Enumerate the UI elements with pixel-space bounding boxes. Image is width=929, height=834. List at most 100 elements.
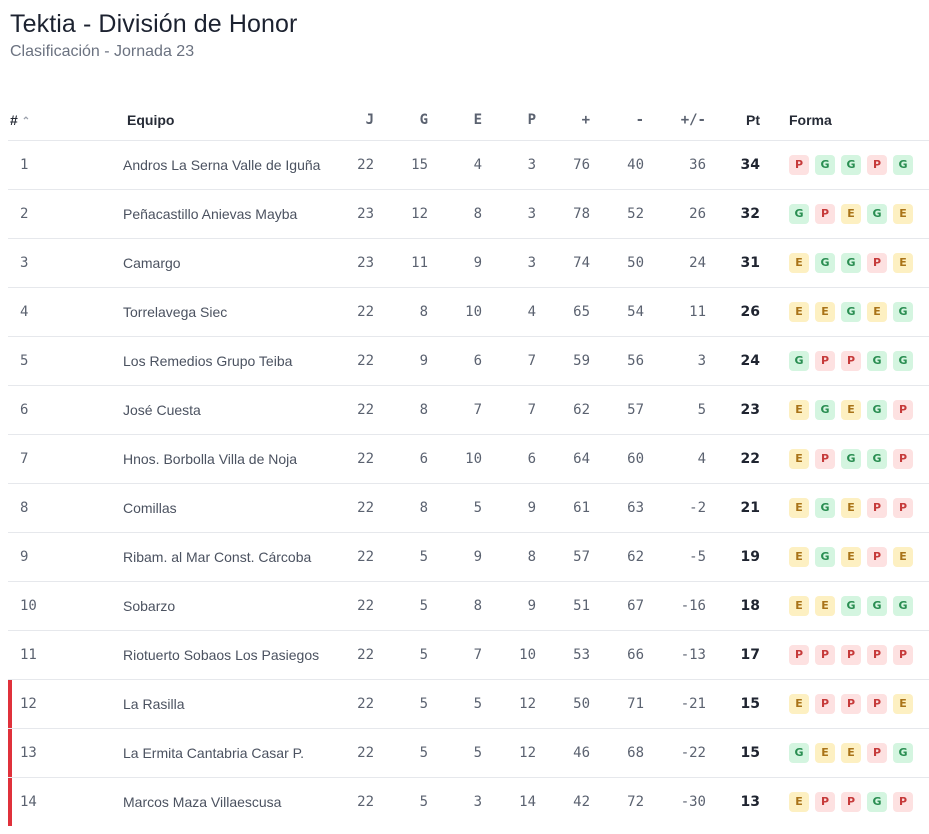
- cell-position: 14: [8, 777, 58, 826]
- table-row[interactable]: 2 Peñacastillo Anievas Mayba 23 12 8 3 78 52 26 3…: [8, 189, 929, 239]
- cell-points: 23: [706, 385, 760, 435]
- cell-goals-against: 60: [590, 434, 644, 484]
- table-row[interactable]: 4 Torrelavega Siec 22 8 10 4 65 54 11 26 E E G E G: [8, 287, 929, 337]
- cell-goals-against: 72: [590, 777, 644, 826]
- form-result-badge: P: [815, 351, 835, 371]
- form-result-badge: E: [841, 743, 861, 763]
- cell-team-name[interactable]: Comillas: [58, 483, 338, 533]
- cell-team-name[interactable]: Los Remedios Grupo Teiba: [58, 336, 338, 386]
- cell-lost: 6: [482, 434, 536, 484]
- form-result-badge: E: [841, 400, 861, 420]
- table-row[interactable]: 10 Sobarzo 22 5 8 9 51 67 -16 18 E E G G G: [8, 581, 929, 631]
- cell-drawn: 5: [428, 483, 482, 533]
- form-result-badge: P: [867, 547, 887, 567]
- cell-position: 9: [8, 532, 58, 582]
- cell-drawn: 7: [428, 630, 482, 680]
- form-result-badge: G: [815, 155, 835, 175]
- cell-team-name[interactable]: Riotuerto Sobaos Los Pasiegos: [58, 630, 338, 680]
- cell-won: 8: [374, 385, 428, 435]
- table-row[interactable]: 9 Ribam. al Mar Const. Cárcoba 22 5 9 8 57 62 -5…: [8, 532, 929, 582]
- cell-won: 5: [374, 630, 428, 680]
- column-header-goals-for[interactable]: +: [581, 112, 590, 128]
- cell-goal-difference: 4: [644, 434, 706, 484]
- cell-points: 15: [706, 728, 760, 778]
- column-header-goal-difference[interactable]: +/-: [680, 112, 706, 128]
- cell-won: 8: [374, 483, 428, 533]
- form-result-badge: G: [867, 204, 887, 224]
- table-row[interactable]: 13 La Ermita Cantabria Casar P. 22 5 5 12 46 68…: [8, 728, 929, 778]
- cell-lost: 3: [482, 238, 536, 288]
- form-result-badge: E: [867, 302, 887, 322]
- page-subtitle: Clasificación - Jornada 23: [10, 43, 195, 60]
- cell-goal-difference: -2: [644, 483, 706, 533]
- column-header-points[interactable]: Pt: [746, 112, 760, 128]
- table-row[interactable]: 14 Marcos Maza Villaescusa 22 5 3 14 42 72 -30 13…: [8, 777, 929, 826]
- cell-goals-for: 65: [536, 287, 590, 337]
- cell-points: 21: [706, 483, 760, 533]
- form-result-badge: E: [815, 302, 835, 322]
- cell-team-name[interactable]: La Ermita Cantabria Casar P.: [58, 728, 338, 778]
- sort-ascending-icon[interactable]: ⌃: [21, 116, 31, 127]
- page-title: Tektia - División de Honor: [10, 10, 298, 38]
- table-row[interactable]: 6 José Cuesta 22 8 7 7 62 57 5 23 E G E G P: [8, 385, 929, 435]
- cell-team-name[interactable]: Torrelavega Siec: [58, 287, 338, 337]
- cell-goals-against: 62: [590, 532, 644, 582]
- column-header-won[interactable]: G: [419, 112, 428, 128]
- table-row[interactable]: 5 Los Remedios Grupo Teiba 22 9 6 7 59 56 3 24 G P P…: [8, 336, 929, 386]
- cell-team-name[interactable]: Ribam. al Mar Const. Cárcoba: [58, 532, 338, 582]
- column-header-team[interactable]: Equipo: [127, 112, 175, 128]
- cell-played: 22: [338, 385, 374, 435]
- cell-lost: 7: [482, 385, 536, 435]
- cell-goal-difference: 3: [644, 336, 706, 386]
- cell-lost: 14: [482, 777, 536, 826]
- form-result-badge: G: [841, 155, 861, 175]
- cell-points: 13: [706, 777, 760, 826]
- form-result-badge: P: [893, 498, 913, 518]
- column-header-position[interactable]: # ⌃: [10, 112, 31, 128]
- cell-goals-for: 53: [536, 630, 590, 680]
- cell-team-name[interactable]: Hnos. Borbolla Villa de Noja: [58, 434, 338, 484]
- column-header-goals-against[interactable]: -: [635, 112, 644, 128]
- cell-played: 22: [338, 140, 374, 190]
- column-header-drawn[interactable]: E: [473, 112, 482, 128]
- cell-lost: 3: [482, 140, 536, 190]
- form-result-badge: P: [867, 743, 887, 763]
- cell-position: 13: [8, 728, 58, 778]
- cell-team-name[interactable]: Peñacastillo Anievas Mayba: [58, 189, 338, 239]
- form-result-badge: E: [893, 547, 913, 567]
- cell-team-name[interactable]: Andros La Serna Valle de Iguña: [58, 140, 338, 190]
- table-row[interactable]: 3 Camargo 23 11 9 3 74 50 24 31 E G G P E: [8, 238, 929, 288]
- cell-position: 8: [8, 483, 58, 533]
- cell-goals-for: 50: [536, 679, 590, 729]
- table-row[interactable]: 11 Riotuerto Sobaos Los Pasiegos 22 5 7 10 53 6…: [8, 630, 929, 680]
- form-result-badge: E: [841, 204, 861, 224]
- cell-won: 5: [374, 581, 428, 631]
- cell-position: 5: [8, 336, 58, 386]
- cell-drawn: 7: [428, 385, 482, 435]
- form-result-badge: E: [815, 743, 835, 763]
- table-row[interactable]: 1 Andros La Serna Valle de Iguña 22 15 4 3 76 4…: [8, 140, 929, 190]
- cell-team-name[interactable]: José Cuesta: [58, 385, 338, 435]
- cell-team-name[interactable]: Sobarzo: [58, 581, 338, 631]
- table-header-row: # ⌃ Equipo J G E P + - +/- Pt Forma: [8, 100, 929, 141]
- cell-team-name[interactable]: Camargo: [58, 238, 338, 288]
- table-row[interactable]: 7 Hnos. Borbolla Villa de Noja 22 6 10 6 64 60 4…: [8, 434, 929, 484]
- form-result-badge: P: [893, 792, 913, 812]
- column-header-lost[interactable]: P: [527, 112, 536, 128]
- table-row[interactable]: 12 La Rasilla 22 5 5 12 50 71 -21 15 E P P P E: [8, 679, 929, 729]
- form-result-badge: P: [867, 155, 887, 175]
- form-result-badge: G: [867, 792, 887, 812]
- cell-goals-against: 63: [590, 483, 644, 533]
- cell-team-name[interactable]: La Rasilla: [58, 679, 338, 729]
- cell-team-name[interactable]: Marcos Maza Villaescusa: [58, 777, 338, 826]
- form-result-badge: E: [789, 498, 809, 518]
- table-row[interactable]: 8 Comillas 22 8 5 9 61 63 -2 21 E G E P P: [8, 483, 929, 533]
- column-header-played[interactable]: J: [365, 112, 374, 128]
- cell-position: 2: [8, 189, 58, 239]
- cell-position: 11: [8, 630, 58, 680]
